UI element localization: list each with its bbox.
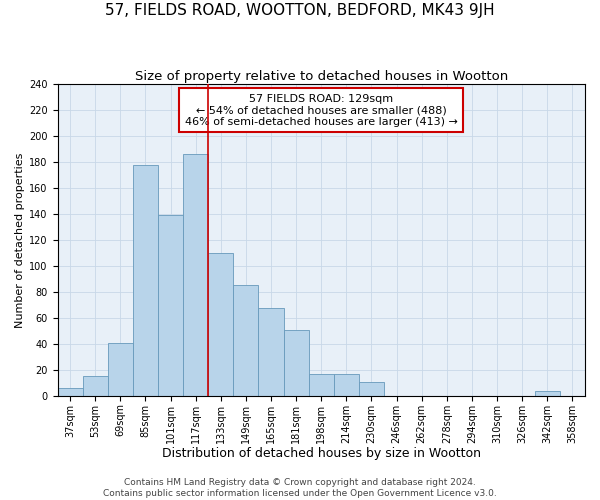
Bar <box>83 376 108 396</box>
Bar <box>334 374 359 396</box>
Bar <box>108 342 133 396</box>
Bar <box>208 253 233 396</box>
Bar <box>535 390 560 396</box>
X-axis label: Distribution of detached houses by size in Wootton: Distribution of detached houses by size … <box>162 447 481 460</box>
Text: Contains HM Land Registry data © Crown copyright and database right 2024.
Contai: Contains HM Land Registry data © Crown c… <box>103 478 497 498</box>
Text: 57, FIELDS ROAD, WOOTTON, BEDFORD, MK43 9JH: 57, FIELDS ROAD, WOOTTON, BEDFORD, MK43 … <box>105 2 495 18</box>
Title: Size of property relative to detached houses in Wootton: Size of property relative to detached ho… <box>134 70 508 83</box>
Bar <box>359 382 384 396</box>
Bar <box>259 308 284 396</box>
Text: 57 FIELDS ROAD: 129sqm
← 54% of detached houses are smaller (488)
46% of semi-de: 57 FIELDS ROAD: 129sqm ← 54% of detached… <box>185 94 458 126</box>
Bar <box>133 164 158 396</box>
Y-axis label: Number of detached properties: Number of detached properties <box>15 152 25 328</box>
Bar <box>158 216 183 396</box>
Bar <box>284 330 308 396</box>
Bar <box>233 286 259 396</box>
Bar <box>58 388 83 396</box>
Bar <box>183 154 208 396</box>
Bar <box>308 374 334 396</box>
